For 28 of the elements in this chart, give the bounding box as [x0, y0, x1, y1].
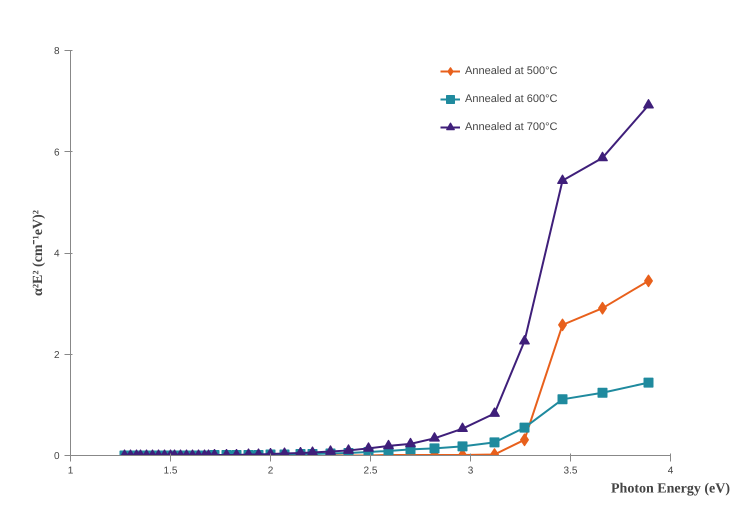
y-tick-label: 0 — [54, 451, 60, 462]
x-tick-label: 1 — [68, 466, 74, 476]
point — [405, 438, 416, 448]
point — [643, 98, 654, 109]
point — [363, 442, 374, 452]
point — [557, 174, 568, 184]
point — [343, 444, 354, 454]
point — [457, 422, 468, 432]
y-tick-label: 6 — [54, 147, 60, 158]
x-tick-label: 3.5 — [564, 466, 578, 476]
y-tick-label: 2 — [54, 350, 60, 361]
point — [429, 432, 440, 442]
point — [489, 407, 500, 417]
x-tick-label: 2 — [268, 466, 274, 476]
y-tick-label: 8 — [54, 46, 60, 57]
point — [597, 152, 608, 162]
legend-label: Annealed at 500°C — [465, 65, 558, 77]
legend-label: Annealed at 600°C — [465, 93, 558, 105]
x-tick-label: 3 — [468, 466, 474, 476]
point — [519, 334, 530, 344]
legend-label: Annealed at 700°C — [465, 121, 558, 133]
x-axis-title: Photon Energy (eV) — [611, 482, 730, 496]
point — [383, 440, 394, 450]
x-tick-label: 2.5 — [364, 466, 378, 476]
y-axis-title: α²E² (cm⁻¹eV)² — [30, 210, 46, 296]
x-tick-label: 4 — [668, 466, 674, 476]
y-tick-label: 4 — [54, 248, 60, 260]
x-tick-label: 1.5 — [164, 466, 178, 476]
